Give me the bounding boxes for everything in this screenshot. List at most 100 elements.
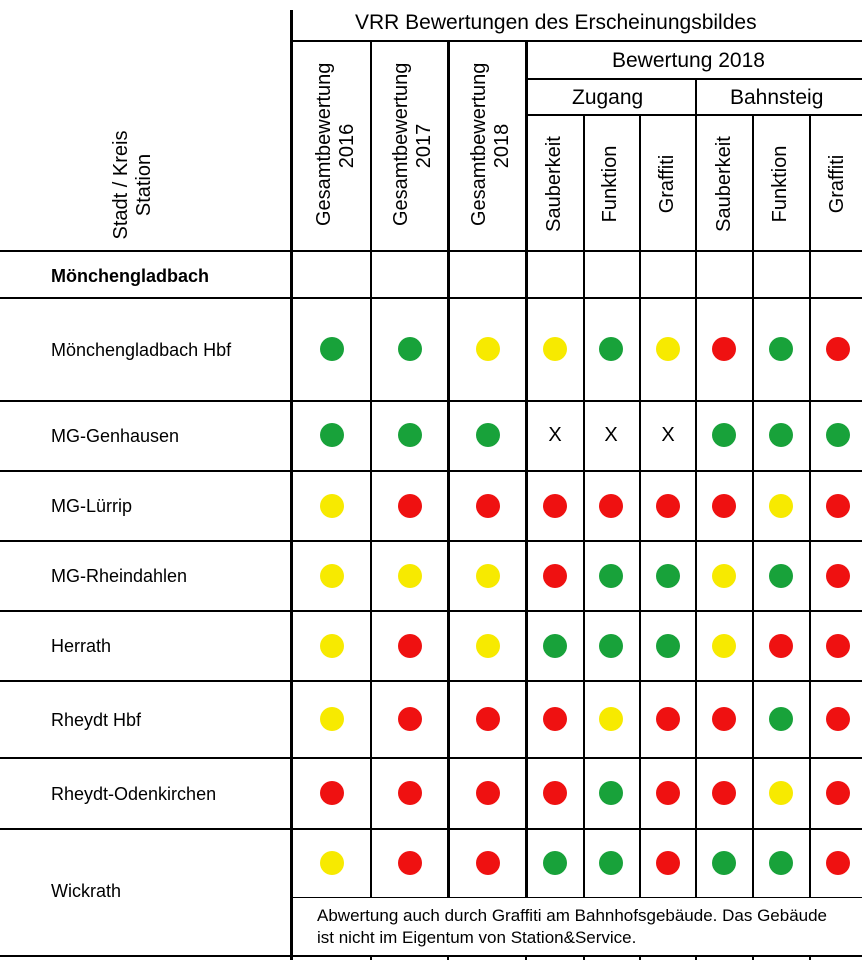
station-label: MG-Rheindahlen bbox=[51, 566, 188, 586]
rating-dot-yellow bbox=[476, 564, 500, 588]
column-divider bbox=[370, 955, 372, 960]
note-divider bbox=[292, 897, 862, 898]
rating-dot-green bbox=[769, 707, 793, 731]
column-divider bbox=[639, 955, 641, 960]
rating-dot-green bbox=[712, 423, 736, 447]
rating-dot-green bbox=[769, 564, 793, 588]
rating-dot-red bbox=[656, 781, 680, 805]
column-divider bbox=[809, 114, 811, 897]
rating-dot-red bbox=[398, 707, 422, 731]
bahnsteig-funktion-header: Funktion bbox=[769, 145, 791, 223]
rating-dot-yellow bbox=[320, 564, 344, 588]
rating-dot-yellow bbox=[543, 337, 567, 361]
bahnsteig-graffiti-header: Graffiti bbox=[826, 154, 848, 214]
rating-dot-green bbox=[599, 337, 623, 361]
row-divider bbox=[0, 297, 862, 299]
rating-group-header: Bewertung 2018 bbox=[612, 49, 765, 72]
rating-dot-red bbox=[543, 494, 567, 518]
rating-dot-red bbox=[826, 494, 850, 518]
rating-dot-green bbox=[712, 851, 736, 875]
row-divider bbox=[0, 470, 862, 472]
bahnsteig-header: Bahnsteig bbox=[730, 86, 824, 109]
rating-dot-red bbox=[712, 707, 736, 731]
column-divider bbox=[290, 10, 293, 960]
table-title: VRR Bewertungen des Erscheinungsbildes bbox=[355, 11, 757, 34]
rating-dot-yellow bbox=[656, 337, 680, 361]
rating-dot-red bbox=[712, 494, 736, 518]
rating-dot-green bbox=[543, 634, 567, 658]
rating-dot-red bbox=[826, 634, 850, 658]
rating-dot-red bbox=[599, 494, 623, 518]
rating-dot-red bbox=[712, 337, 736, 361]
bahnsteig-sauberkeit-header: Sauberkeit bbox=[713, 136, 735, 232]
column-divider bbox=[809, 955, 811, 960]
rating-dot-red bbox=[398, 634, 422, 658]
rating-dot-yellow bbox=[398, 564, 422, 588]
station-label: MG-Lürrip bbox=[51, 496, 133, 516]
rating-dot-red bbox=[826, 781, 850, 805]
column-divider bbox=[639, 114, 641, 897]
rating-dot-red bbox=[476, 851, 500, 875]
rating-dot-red bbox=[656, 494, 680, 518]
rating-dot-yellow bbox=[320, 634, 344, 658]
station-label: Herrath bbox=[51, 636, 112, 656]
rating-dot-green bbox=[599, 781, 623, 805]
header-divider bbox=[292, 40, 862, 42]
rating-dot-red bbox=[826, 337, 850, 361]
rating-dot-red bbox=[543, 707, 567, 731]
zugang-graffiti-header: Graffiti bbox=[656, 154, 678, 214]
header-divider bbox=[527, 78, 862, 80]
column-divider bbox=[447, 40, 450, 897]
rating-dot-green bbox=[656, 564, 680, 588]
zugang-funktion-header: Funktion bbox=[599, 145, 621, 223]
rating-dot-red bbox=[398, 494, 422, 518]
not-rated-mark: X bbox=[548, 424, 562, 446]
region-label: Mönchengladbach bbox=[51, 266, 210, 286]
rating-dot-red bbox=[712, 781, 736, 805]
rating-dot-green bbox=[656, 634, 680, 658]
rating-dot-green bbox=[769, 851, 793, 875]
rating-dot-red bbox=[543, 564, 567, 588]
rating-dot-yellow bbox=[769, 494, 793, 518]
wickrath-note: Abwertung auch durch Graffiti am Bahnhof… bbox=[317, 906, 828, 947]
rating-dot-red bbox=[826, 707, 850, 731]
overall-2016-header: Gesamtbewertung 2016 bbox=[313, 62, 358, 226]
rating-dot-red bbox=[656, 851, 680, 875]
rating-dot-green bbox=[769, 423, 793, 447]
rating-dot-yellow bbox=[320, 851, 344, 875]
rating-dot-yellow bbox=[476, 337, 500, 361]
row-divider bbox=[0, 540, 862, 542]
rating-dot-green bbox=[398, 423, 422, 447]
column-divider bbox=[525, 955, 527, 960]
header-divider bbox=[527, 114, 862, 116]
row-divider bbox=[0, 400, 862, 402]
rating-dot-red bbox=[398, 851, 422, 875]
column-divider bbox=[752, 114, 754, 897]
rating-dot-yellow bbox=[712, 634, 736, 658]
station-label: Wickrath bbox=[51, 881, 122, 901]
rating-dot-green bbox=[769, 337, 793, 361]
rating-dot-red bbox=[398, 781, 422, 805]
rating-dot-red bbox=[476, 494, 500, 518]
column-divider bbox=[370, 40, 372, 897]
rating-dot-red bbox=[826, 851, 850, 875]
rating-dot-green bbox=[543, 851, 567, 875]
rating-dot-yellow bbox=[476, 634, 500, 658]
station-label: Rheydt-Odenkirchen bbox=[51, 784, 217, 804]
rating-dot-red bbox=[826, 564, 850, 588]
not-rated-mark: X bbox=[661, 424, 675, 446]
rating-dot-red bbox=[476, 781, 500, 805]
zugang-header: Zugang bbox=[572, 86, 644, 109]
rating-dot-green bbox=[320, 337, 344, 361]
column-divider bbox=[752, 955, 754, 960]
column-divider bbox=[525, 40, 528, 897]
rating-dot-yellow bbox=[712, 564, 736, 588]
overall-2017-header: Gesamtbewertung 2017 bbox=[390, 62, 435, 226]
row-divider bbox=[0, 610, 862, 612]
rating-dot-red bbox=[476, 707, 500, 731]
rating-dot-green bbox=[476, 423, 500, 447]
row-divider bbox=[0, 828, 862, 830]
station-label: MG-Genhausen bbox=[51, 426, 180, 446]
column-divider bbox=[583, 114, 585, 897]
